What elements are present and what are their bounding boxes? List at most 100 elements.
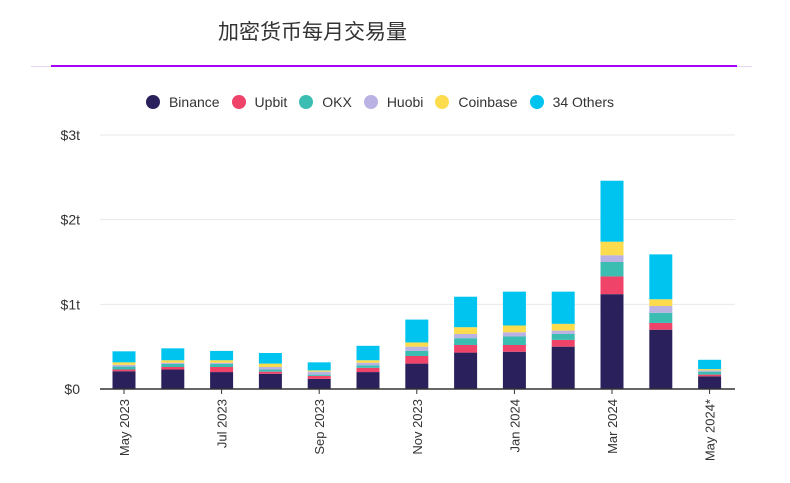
bar-segment-upbit [112, 369, 136, 372]
bar-segment-huobi [502, 332, 526, 337]
bar-segment-binance [210, 372, 234, 389]
bar-segment-upbit [551, 339, 575, 347]
bar-segment-upbit [307, 375, 331, 379]
legend-item[interactable]: Coinbase [435, 94, 518, 110]
bar-segment-coinbase [502, 325, 526, 333]
bar-segment-binance [551, 346, 575, 389]
legend-label: 34 Others [552, 94, 615, 110]
bar-segment-34-others [600, 180, 624, 242]
bar-segment-34-others [502, 291, 526, 326]
bar-segment-huobi [112, 364, 136, 367]
legend-label: Upbit [254, 94, 288, 110]
legend-item[interactable]: Binance [145, 94, 220, 110]
bar-segment-huobi [405, 346, 429, 351]
legend-item[interactable]: OKX [299, 94, 352, 110]
x-tick-label: Jan 2024 [507, 399, 522, 453]
bar-segment-huobi [698, 370, 722, 372]
legend-swatch [231, 95, 246, 109]
bar-segment-okx [356, 365, 380, 368]
title-accent-line [51, 65, 737, 67]
bar-segment-34-others [649, 254, 673, 300]
legend-item[interactable]: 34 Others [529, 94, 615, 110]
bar-segment-34-others [551, 291, 575, 324]
bar-segment-okx [649, 312, 673, 323]
bar-segment-coinbase [698, 369, 722, 371]
chart-title: 加密货币每月交易量 [218, 20, 407, 44]
bar-segment-binance [307, 378, 331, 389]
bar-segment-binance [502, 351, 526, 389]
legend-swatch [435, 95, 450, 109]
bar-segment-coinbase [405, 342, 429, 347]
bar-segment-okx [454, 338, 478, 345]
bar-segment-34-others [307, 362, 331, 371]
bar-segment-coinbase [258, 363, 282, 367]
bar-segment-34-others [210, 350, 234, 361]
bar-segment-binance [356, 372, 380, 389]
bar-segment-huobi [600, 255, 624, 262]
legend-label: Huobi [386, 94, 424, 110]
bar-segment-okx [502, 336, 526, 345]
y-tick-label: $3t [61, 127, 81, 143]
bar-segment-coinbase [454, 327, 478, 334]
y-tick-label: $0 [64, 381, 80, 397]
bar-segment-34-others [405, 319, 429, 343]
bar-segment-34-others [356, 345, 380, 361]
bar-segment-okx [698, 371, 722, 375]
bar-segment-coinbase [356, 360, 380, 363]
bar-segment-upbit [258, 371, 282, 374]
bar-segment-coinbase [112, 362, 136, 365]
bar-segment-huobi [649, 306, 673, 313]
bar-segment-okx [112, 366, 136, 370]
legend: Binance Upbit OKX Huobi Coinbase 34 Others [0, 94, 775, 110]
bar-segment-34-others [258, 353, 282, 364]
bar-segment-upbit [502, 344, 526, 352]
bar-segment-okx [210, 364, 234, 367]
bar-segment-binance [600, 294, 624, 389]
bar-segment-huobi [210, 362, 234, 365]
x-tick-label: Jul 2023 [215, 399, 230, 448]
bar-segment-coinbase [600, 241, 624, 256]
bar-segment-okx [405, 350, 429, 356]
y-tick-label: $2t [61, 212, 81, 228]
bar-segment-huobi [551, 330, 575, 334]
bar-segment-upbit [405, 355, 429, 364]
bar-segment-okx [258, 369, 282, 372]
bar-segment-coinbase [307, 370, 331, 372]
bar-segment-upbit [454, 344, 478, 353]
bar-segment-coinbase [210, 360, 234, 363]
bar-segment-huobi [356, 362, 380, 366]
legend-label: Coinbase [458, 94, 518, 110]
x-tick-label: Mar 2024 [605, 399, 620, 454]
bar-segment-coinbase [649, 299, 673, 307]
bar-segment-34-others [112, 351, 136, 363]
bar-segment-binance [405, 363, 429, 389]
bar-segment-34-others [161, 348, 185, 361]
legend-swatch [363, 95, 378, 109]
bar-segment-upbit [600, 276, 624, 295]
bar-segment-binance [649, 329, 673, 389]
bar-segment-okx [161, 364, 185, 367]
bar-segment-huobi [454, 333, 478, 339]
x-tick-label: Sep 2023 [312, 399, 327, 455]
bar-segment-upbit [356, 367, 380, 373]
legend-item[interactable]: Huobi [363, 94, 424, 110]
legend-item[interactable]: Upbit [231, 94, 288, 110]
legend-label: Binance [168, 94, 220, 110]
bar-segment-34-others [454, 296, 478, 328]
bar-segment-huobi [258, 366, 282, 370]
bar-segment-okx [600, 262, 624, 277]
bar-segment-huobi [307, 371, 331, 375]
bar-segment-coinbase [161, 360, 185, 363]
bar-segment-upbit [161, 366, 185, 370]
legend-swatch [145, 95, 160, 109]
bar-segment-binance [698, 376, 722, 389]
bar-segment-huobi [161, 362, 185, 365]
x-tick-label: May 2024* [703, 399, 718, 461]
x-tick-label: Nov 2023 [410, 399, 425, 455]
x-tick-label: May 2023 [117, 399, 132, 456]
bar-segment-okx [551, 333, 575, 340]
y-tick-label: $1t [61, 296, 81, 312]
bar-segment-upbit [698, 374, 722, 377]
bar-segment-binance [454, 352, 478, 389]
